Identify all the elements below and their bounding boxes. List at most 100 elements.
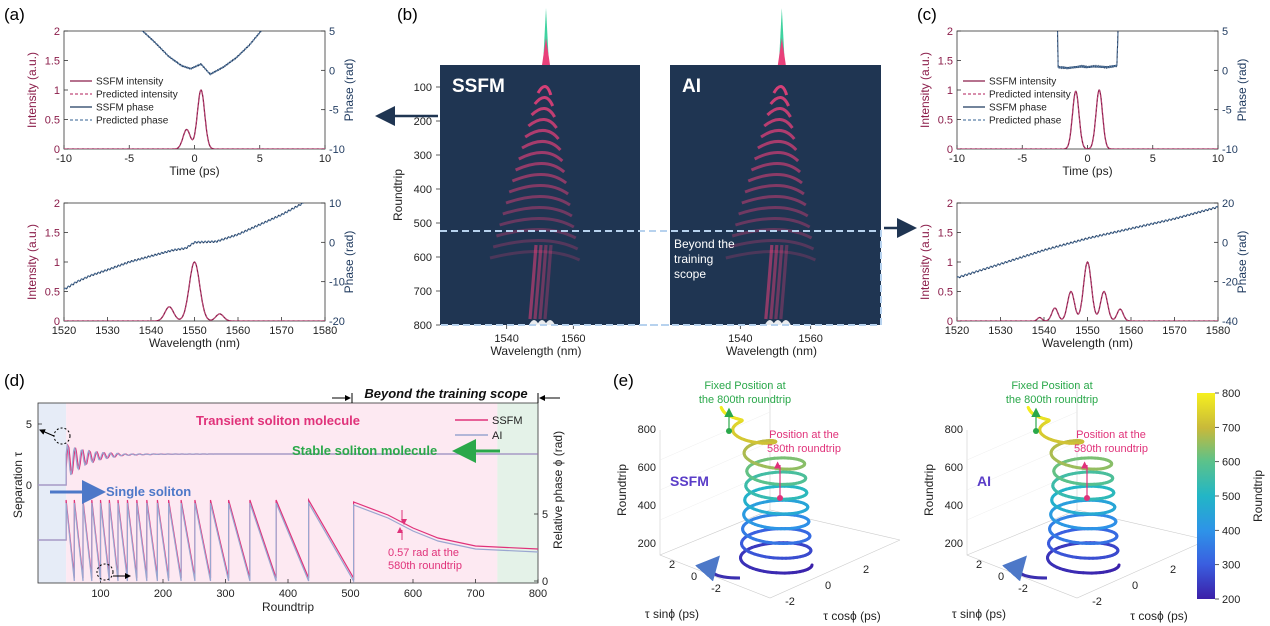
panel-label-d: (d) bbox=[4, 371, 25, 390]
x-tick-label: 1560 bbox=[1119, 325, 1143, 337]
streak bbox=[774, 244, 784, 320]
y-tick-label: 2 bbox=[947, 198, 953, 210]
fixed-label: the 800th roundtrip bbox=[699, 394, 791, 406]
chart-d: 100 200 300 400 500 600 700 800 Roundtrip 0 5 0 5 Sep… bbox=[11, 386, 565, 614]
y-axis-label: Intensity (a.u.) bbox=[918, 224, 932, 300]
x-axis-label: Time (ps) bbox=[169, 164, 219, 178]
x-tick-label: 200 bbox=[154, 588, 172, 600]
fixed-label: the 800th roundtrip bbox=[1006, 394, 1098, 406]
y-tick-label: 0 bbox=[1132, 580, 1138, 592]
y-tick-label: 500 bbox=[414, 218, 432, 230]
y2-tick-label: 5 bbox=[329, 26, 335, 38]
fringe bbox=[760, 129, 796, 140]
grid bbox=[966, 441, 1078, 491]
y2-axis-label: Phase (rad) bbox=[342, 59, 356, 122]
fringe bbox=[753, 151, 800, 163]
y-tick-label: 2 bbox=[947, 26, 953, 38]
y2-tick-label: 5 bbox=[1222, 26, 1228, 38]
intensity-line bbox=[957, 261, 1218, 321]
legend-entry: SSFM intensity bbox=[96, 77, 163, 88]
legend-entry: SSFM intensity bbox=[989, 77, 1056, 88]
x-tick-label: -5 bbox=[124, 153, 134, 165]
x-tick-label: 5 bbox=[257, 153, 263, 165]
colorbar bbox=[1197, 393, 1215, 599]
y-tick-label: -2 bbox=[1092, 596, 1102, 608]
y-axis-label: Intensity (a.u.) bbox=[918, 52, 932, 128]
phase-line bbox=[957, 205, 1218, 279]
fringe bbox=[738, 205, 809, 218]
x-tick-label: -10 bbox=[949, 153, 965, 165]
x-tick-label: 400 bbox=[279, 588, 297, 600]
streak bbox=[764, 244, 774, 320]
fringe bbox=[772, 85, 789, 96]
y-tick-label: 0.5 bbox=[45, 287, 60, 299]
y-axis-label: Intensity (a.u.) bbox=[25, 224, 39, 300]
y-tick-label: 1 bbox=[54, 85, 60, 97]
panel-label-e: (e) bbox=[613, 371, 634, 390]
plot-area bbox=[957, 31, 1218, 149]
z-axis-label: Roundtrip bbox=[615, 464, 629, 516]
legend-entry: Predicted intensity bbox=[96, 90, 178, 101]
x-tick-label: 1560 bbox=[798, 333, 822, 345]
y2-tick-label: -10 bbox=[329, 277, 345, 289]
region-stable bbox=[497, 403, 538, 583]
legend-entry: Predicted phase bbox=[989, 116, 1062, 127]
y-tick-label: 0 bbox=[54, 316, 60, 328]
colorbar-label: Roundtrip bbox=[1251, 470, 1265, 522]
z-tick-label: 400 bbox=[945, 500, 963, 512]
beyond-label: scope bbox=[674, 267, 706, 281]
y2-tick-label: -20 bbox=[1222, 277, 1238, 289]
chart-a-bottom: 1520 1530 1540 1550 1560 1570 1580 0 0.5 1 1.5 2 -20… bbox=[25, 198, 356, 350]
y-tick-label: 1.5 bbox=[45, 228, 60, 240]
legend-entry: SSFM bbox=[492, 415, 523, 427]
intensity-line bbox=[957, 89, 1218, 149]
y2-tick-label: 0 bbox=[329, 65, 335, 77]
fringe bbox=[533, 96, 555, 107]
legend-entry: Predicted phase bbox=[96, 116, 169, 127]
predicted-intensity-line bbox=[957, 261, 1218, 321]
spiral-title: SSFM bbox=[670, 473, 709, 489]
plot-area bbox=[64, 203, 325, 321]
y2-tick-label: 20 bbox=[1222, 198, 1234, 210]
note-label: 0.57 rad at the bbox=[388, 547, 459, 559]
y-tick-label: 2 bbox=[54, 26, 60, 38]
x-tick-label: 1520 bbox=[945, 325, 969, 337]
fringe bbox=[499, 216, 575, 229]
z-tick-label: 800 bbox=[945, 424, 963, 436]
x-tick-label: 700 bbox=[466, 588, 484, 600]
y-tick-label: 1.5 bbox=[45, 56, 60, 68]
colorbar-tick-label: 700 bbox=[1222, 422, 1240, 434]
x-tick-label: 1540 bbox=[494, 333, 518, 345]
y2-axis-label: Relative phase ϕ (rad) bbox=[551, 431, 565, 549]
x-tick-label: 1570 bbox=[1162, 325, 1186, 337]
z-tick-label: 200 bbox=[945, 538, 963, 550]
x-tick-label: 1540 bbox=[728, 333, 752, 345]
fringe bbox=[492, 239, 579, 251]
x-axis-label: Wavelength (nm) bbox=[1042, 336, 1133, 350]
y-axis-label: Separation τ bbox=[11, 452, 25, 518]
y-axis-label: Intensity (a.u.) bbox=[25, 52, 39, 128]
x-tick-label: 1580 bbox=[1206, 325, 1230, 337]
z-tick-label: 200 bbox=[638, 538, 656, 550]
x-tick-label: 0 bbox=[691, 571, 697, 583]
plot-area bbox=[64, 31, 325, 149]
x-tick-label: 100 bbox=[91, 588, 109, 600]
colorbar-tick-label: 200 bbox=[1222, 594, 1240, 606]
legend-entry: SSFM phase bbox=[96, 103, 154, 114]
x-tick-label: -2 bbox=[711, 583, 721, 595]
fringe bbox=[750, 162, 802, 174]
predicted-phase-line bbox=[64, 203, 304, 290]
y-tick-label: 0 bbox=[825, 580, 831, 592]
phase-line bbox=[64, 203, 304, 290]
spiral-panel-SSFM: 200 400 600 800 Roundtrip 2 0 -2 -2 0 2 τ sinϕ (ps)… bbox=[615, 380, 901, 623]
y-tick-label: 1.5 bbox=[938, 228, 953, 240]
fringe bbox=[514, 162, 566, 174]
x-tick-label: 10 bbox=[1212, 153, 1224, 165]
y-tick-label: 1.5 bbox=[938, 56, 953, 68]
fringe bbox=[757, 140, 798, 152]
x-axis-label: Time (ps) bbox=[1062, 164, 1112, 178]
phase-line bbox=[1057, 31, 1119, 70]
x-tick-label: 1570 bbox=[269, 325, 293, 337]
beyond-label: training bbox=[674, 252, 713, 266]
panel-title: SSFM bbox=[452, 76, 505, 97]
